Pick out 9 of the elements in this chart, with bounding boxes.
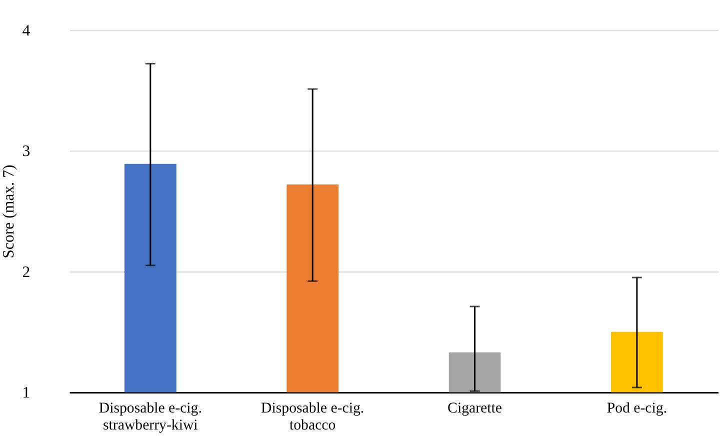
y-tick-label: 4 bbox=[22, 22, 30, 40]
x-tick-label: Cigarette bbox=[448, 400, 502, 417]
x-tick-label: Disposable e-cig. strawberry-kiwi bbox=[98, 400, 202, 434]
x-tick-label: Disposable e-cig. tobacco bbox=[261, 400, 364, 434]
y-tick-label: 3 bbox=[22, 143, 30, 160]
y-tick-label: 1 bbox=[22, 384, 30, 402]
x-tick-label: Pod e-cig. bbox=[606, 400, 668, 417]
y-tick-label: 2 bbox=[22, 264, 30, 281]
y-axis-title: Score (max. 7) bbox=[0, 164, 18, 258]
